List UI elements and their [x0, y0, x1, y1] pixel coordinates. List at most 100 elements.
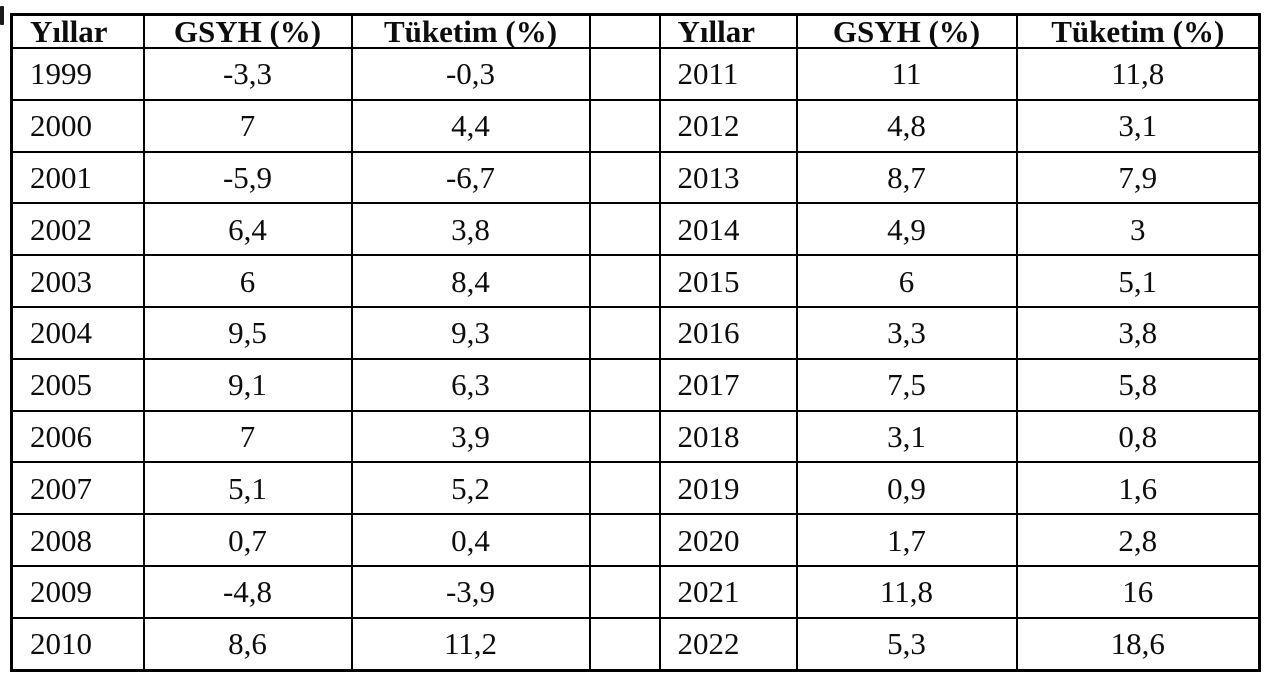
year-cell-left: 2002 — [10, 202, 145, 257]
consumption-cell-left: 6,3 — [350, 357, 591, 412]
year-cell-left: 2001 — [10, 150, 145, 205]
spacer-cell — [588, 564, 661, 619]
gdp-cell-left: 6,4 — [142, 202, 353, 257]
consumption-cell-left: 4,4 — [350, 98, 591, 153]
consumption-cell-left: -3,9 — [350, 564, 591, 619]
year-cell-left: 2010 — [10, 616, 145, 672]
spacer-cell — [588, 202, 661, 257]
spacer-cell — [588, 47, 661, 101]
consumption-cell-left: 11,2 — [350, 616, 591, 672]
spacer-column-header — [588, 13, 661, 49]
gdp-cell-left: 7 — [142, 98, 353, 153]
table-row: 2001 -5,9 -6,7 2013 8,7 7,9 — [10, 150, 1261, 205]
gdp-cell-right: 4,8 — [795, 98, 1018, 153]
year-cell-right: 2013 — [658, 150, 798, 205]
gdp-cell-right: 3,3 — [795, 305, 1018, 360]
gdp-cell-left: -3,3 — [142, 47, 353, 101]
year-cell-left: 2007 — [10, 461, 145, 516]
table-row: 2000 7 4,4 2012 4,8 3,1 — [10, 98, 1261, 153]
table-row: 1999 -3,3 -0,3 2011 11 11,8 — [10, 47, 1261, 101]
spacer-cell — [588, 409, 661, 464]
consumption-cell-left: 0,4 — [350, 513, 591, 567]
year-cell-right: 2015 — [658, 254, 798, 308]
year-cell-right: 2022 — [658, 616, 798, 672]
spacer-cell — [588, 98, 661, 153]
consumption-cell-left: 3,8 — [350, 202, 591, 257]
consumption-cell-left: 8,4 — [350, 254, 591, 308]
year-cell-right: 2020 — [658, 513, 798, 567]
gdp-cell-right: 4,9 — [795, 202, 1018, 257]
consumption-cell-right: 3,8 — [1015, 305, 1261, 360]
gdp-cell-left: 9,5 — [142, 305, 353, 360]
table-row: 2010 8,6 11,2 2022 5,3 18,6 — [10, 616, 1261, 672]
consumption-cell-left: -6,7 — [350, 150, 591, 205]
table-row: 2009 -4,8 -3,9 2021 11,8 16 — [10, 564, 1261, 619]
year-cell-right: 2021 — [658, 564, 798, 619]
consumption-cell-right: 1,6 — [1015, 461, 1261, 516]
spacer-cell — [588, 254, 661, 308]
year-cell-left: 2005 — [10, 357, 145, 412]
gdp-cell-right: 6 — [795, 254, 1018, 308]
year-cell-left: 1999 — [10, 47, 145, 101]
table-body: 1999 -3,3 -0,3 2011 11 11,8 2000 7 4,4 2012 4,8 3,1… — [10, 47, 1261, 672]
consumption-cell-right: 11,8 — [1015, 47, 1261, 101]
table-row: 2008 0,7 0,4 2020 1,7 2,8 — [10, 513, 1261, 567]
header-row: Yıllar GSYH (%) Tüketim (%) Yıllar GSYH … — [10, 13, 1261, 49]
gdp-cell-left: 5,1 — [142, 461, 353, 516]
gdp-cell-right: 8,7 — [795, 150, 1018, 205]
year-cell-left: 2003 — [10, 254, 145, 308]
gdp-cell-left: 8,6 — [142, 616, 353, 672]
consumption-cell-right: 5,8 — [1015, 357, 1261, 412]
consumption-cell-left: 5,2 — [350, 461, 591, 516]
gdp-cell-right: 0,9 — [795, 461, 1018, 516]
consumption-cell-right: 7,9 — [1015, 150, 1261, 205]
gdp-cell-right: 11,8 — [795, 564, 1018, 619]
consumption-cell-right: 18,6 — [1015, 616, 1261, 672]
spacer-cell — [588, 616, 661, 672]
column-header-years-right: Yıllar — [658, 13, 798, 49]
consumption-cell-right: 2,8 — [1015, 513, 1261, 567]
year-cell-right: 2018 — [658, 409, 798, 464]
consumption-cell-right: 3,1 — [1015, 98, 1261, 153]
spacer-cell — [588, 150, 661, 205]
gdp-cell-left: 6 — [142, 254, 353, 308]
consumption-cell-left: 3,9 — [350, 409, 591, 464]
table-row: 2007 5,1 5,2 2019 0,9 1,6 — [10, 461, 1261, 516]
column-header-consumption-right: Tüketim (%) — [1015, 13, 1261, 49]
gdp-cell-right: 3,1 — [795, 409, 1018, 464]
year-cell-right: 2019 — [658, 461, 798, 516]
gdp-consumption-table: Yıllar GSYH (%) Tüketim (%) Yıllar GSYH … — [10, 13, 1261, 672]
consumption-cell-right: 16 — [1015, 564, 1261, 619]
year-cell-left: 2008 — [10, 513, 145, 567]
column-header-gdp-left: GSYH (%) — [142, 13, 353, 49]
consumption-cell-right: 5,1 — [1015, 254, 1261, 308]
gdp-cell-left: 9,1 — [142, 357, 353, 412]
gdp-cell-left: -5,9 — [142, 150, 353, 205]
gdp-cell-right: 11 — [795, 47, 1018, 101]
table-row: 2005 9,1 6,3 2017 7,5 5,8 — [10, 357, 1261, 412]
year-cell-right: 2011 — [658, 47, 798, 101]
year-cell-left: 2004 — [10, 305, 145, 360]
table-row: 2006 7 3,9 2018 3,1 0,8 — [10, 409, 1261, 464]
edge-artifact — [0, 6, 4, 25]
year-cell-right: 2017 — [658, 357, 798, 412]
gdp-cell-right: 7,5 — [795, 357, 1018, 412]
spacer-cell — [588, 357, 661, 412]
year-cell-right: 2012 — [658, 98, 798, 153]
year-cell-left: 2006 — [10, 409, 145, 464]
spacer-cell — [588, 513, 661, 567]
column-header-consumption-left: Tüketim (%) — [350, 13, 591, 49]
year-cell-left: 2009 — [10, 564, 145, 619]
table-row: 2002 6,4 3,8 2014 4,9 3 — [10, 202, 1261, 257]
gdp-cell-right: 5,3 — [795, 616, 1018, 672]
consumption-cell-left: -0,3 — [350, 47, 591, 101]
consumption-cell-left: 9,3 — [350, 305, 591, 360]
year-cell-left: 2000 — [10, 98, 145, 153]
gdp-cell-left: 0,7 — [142, 513, 353, 567]
gdp-cell-left: 7 — [142, 409, 353, 464]
consumption-cell-right: 0,8 — [1015, 409, 1261, 464]
column-header-gdp-right: GSYH (%) — [795, 13, 1018, 49]
consumption-cell-right: 3 — [1015, 202, 1261, 257]
year-cell-right: 2016 — [658, 305, 798, 360]
table-row: 2004 9,5 9,3 2016 3,3 3,8 — [10, 305, 1261, 360]
